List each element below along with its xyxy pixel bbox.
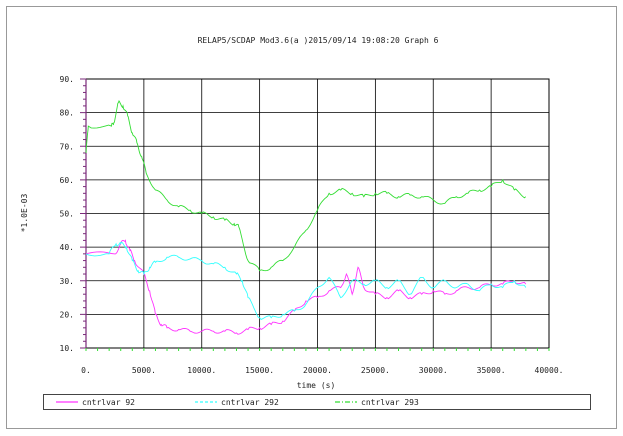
graph-title: RELAP5/SCDAP Mod3.6(a )2015/09/14 19:08:… [198, 36, 439, 45]
y-tick-label: 10. [60, 344, 74, 353]
y-tick-label: 90. [60, 75, 74, 84]
y-tick-label: 80. [60, 109, 74, 118]
legend-box [43, 394, 591, 410]
x-tick-label: 25000. [361, 366, 390, 375]
legend-label: cntrlvar 293 [361, 398, 419, 407]
legend-label: cntrlvar 292 [221, 398, 279, 407]
plot-series [85, 100, 527, 335]
x-tick-label: 35000. [477, 366, 506, 375]
legend-entries: cntrlvar 92 cntrlvar 292 cntrlvar 293 [56, 398, 419, 407]
series-line-cntrlvar-92 [85, 239, 527, 335]
tick-labels: 0. 5000. 10000. 15000. 20000. 25000. 30000. 350… [60, 75, 564, 375]
y-tick-label: 70. [60, 142, 74, 151]
plot-grid [85, 78, 550, 349]
y-tick-label: 40. [60, 243, 74, 252]
legend-label: cntrlvar 92 [82, 398, 135, 407]
series-line-cntrlvar-292 [85, 241, 527, 320]
y-tick-label: 60. [60, 176, 74, 185]
y-tick-label: 20. [60, 310, 74, 319]
outer-frame [6, 6, 617, 429]
series-line-cntrlvar-293 [85, 100, 527, 272]
x-tick-label: 15000. [245, 366, 274, 375]
y-axis-label: *1.0E-03 [20, 194, 29, 233]
y-tick-label: 30. [60, 277, 74, 286]
y-tick-label: 50. [60, 210, 74, 219]
plot-axes [80, 78, 550, 351]
x-tick-label: 5000. [132, 366, 156, 375]
x-tick-label: 0. [81, 366, 91, 375]
x-tick-label: 40000. [535, 366, 564, 375]
x-tick-label: 20000. [303, 366, 332, 375]
x-tick-label: 10000. [187, 366, 216, 375]
x-tick-label: 30000. [419, 366, 448, 375]
legend: cntrlvar 92 cntrlvar 292 cntrlvar 293 [43, 394, 591, 410]
x-axis-label: time (s) [297, 381, 336, 390]
